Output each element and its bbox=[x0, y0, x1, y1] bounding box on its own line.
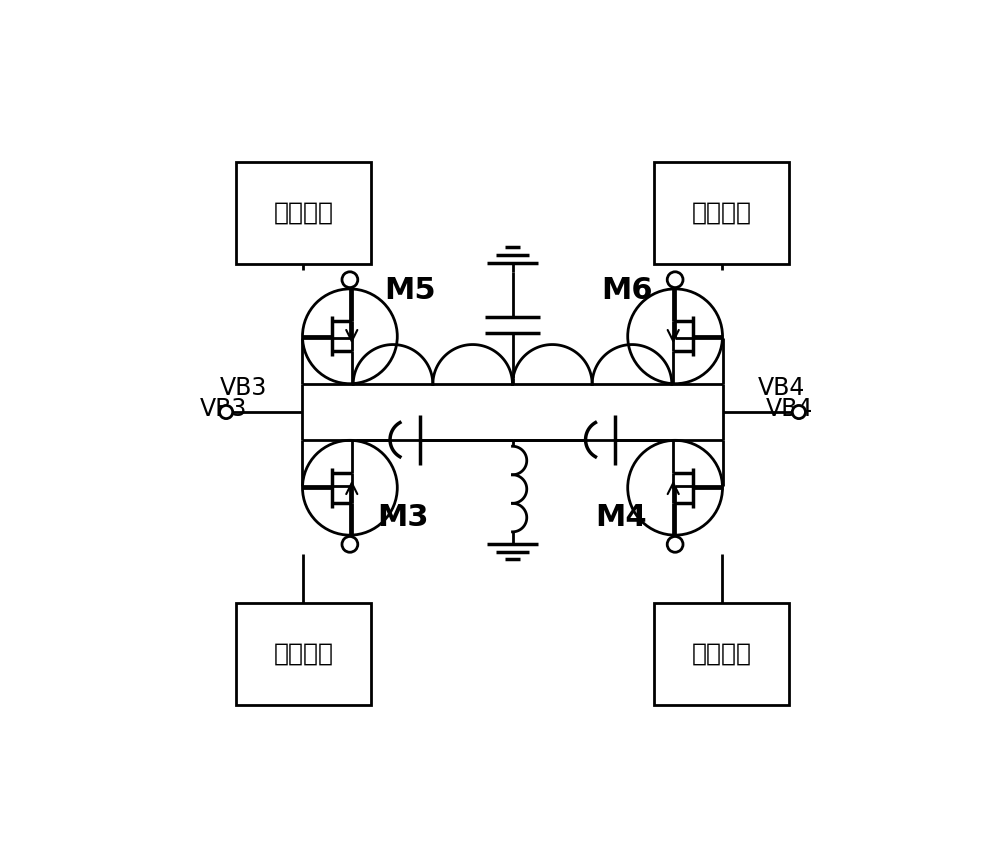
Circle shape bbox=[792, 405, 805, 419]
Circle shape bbox=[342, 536, 358, 552]
Text: VB4: VB4 bbox=[758, 376, 805, 400]
Bar bbox=[654, 603, 789, 705]
Text: M5: M5 bbox=[384, 275, 436, 304]
Circle shape bbox=[667, 536, 683, 552]
Text: 驱动器四: 驱动器四 bbox=[692, 642, 752, 666]
Circle shape bbox=[220, 405, 233, 419]
Circle shape bbox=[302, 289, 397, 384]
Circle shape bbox=[302, 440, 397, 535]
Text: VB4: VB4 bbox=[766, 397, 813, 421]
Circle shape bbox=[667, 272, 683, 287]
Text: VB3: VB3 bbox=[200, 397, 247, 421]
Circle shape bbox=[628, 289, 723, 384]
Circle shape bbox=[342, 272, 358, 287]
Text: 驱动器五: 驱动器五 bbox=[273, 201, 333, 225]
Circle shape bbox=[628, 440, 723, 535]
Text: M3: M3 bbox=[378, 503, 429, 532]
Text: M4: M4 bbox=[595, 503, 646, 532]
Text: VB3: VB3 bbox=[220, 376, 267, 400]
Text: 驱动器三: 驱动器三 bbox=[273, 642, 333, 666]
Bar bbox=[236, 162, 371, 264]
Bar bbox=[654, 162, 789, 264]
Text: M6: M6 bbox=[601, 275, 653, 304]
Bar bbox=[236, 603, 371, 705]
Text: 驱动器六: 驱动器六 bbox=[692, 201, 752, 225]
